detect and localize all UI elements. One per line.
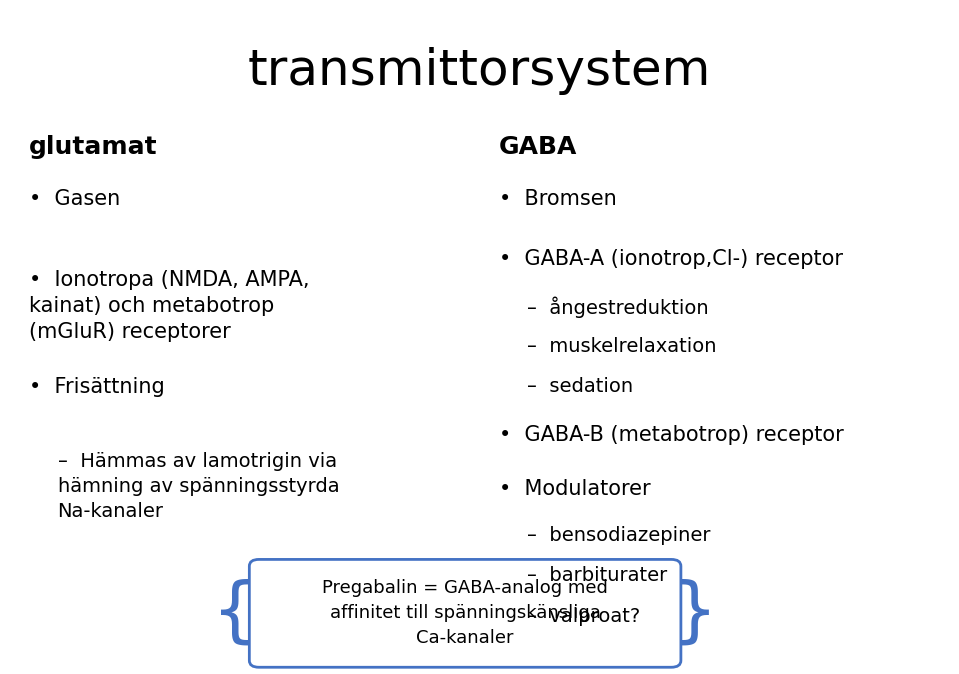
Text: •  GABA-A (ionotrop,Cl-) receptor: • GABA-A (ionotrop,Cl-) receptor	[499, 249, 843, 270]
Text: •  Ionotropa (NMDA, AMPA,
kainat) och metabotrop
(mGluR) receptorer: • Ionotropa (NMDA, AMPA, kainat) och met…	[29, 270, 309, 342]
Text: Pregabalin = GABA-analog med
affinitet till spänningskänsliga
Ca-kanaler: Pregabalin = GABA-analog med affinitet t…	[322, 580, 608, 647]
Text: •  Gasen: • Gasen	[29, 189, 120, 209]
Text: –  Hämmas av lamotrigin via
hämning av spänningsstyrda
Na-kanaler: – Hämmas av lamotrigin via hämning av sp…	[58, 452, 339, 520]
Text: –  sedation: – sedation	[527, 377, 634, 396]
Text: •  Modulatorer: • Modulatorer	[499, 479, 650, 499]
Text: •  Bromsen: • Bromsen	[499, 189, 617, 209]
Text: •  Frisättning: • Frisättning	[29, 377, 165, 398]
Text: transmittorsystem: transmittorsystem	[247, 47, 712, 95]
Text: glutamat: glutamat	[29, 135, 157, 159]
Text: •  GABA-B (metabotrop) receptor: • GABA-B (metabotrop) receptor	[499, 425, 843, 445]
Text: {: {	[212, 579, 258, 648]
Text: GABA: GABA	[499, 135, 577, 159]
Text: –  barbiturater: – barbiturater	[527, 566, 667, 585]
Text: –  valproat?: – valproat?	[527, 607, 641, 625]
Text: –  bensodiazepiner: – bensodiazepiner	[527, 526, 711, 545]
Text: –  ångestreduktion: – ångestreduktion	[527, 297, 709, 318]
Text: }: }	[672, 579, 718, 648]
Text: –  muskelrelaxation: – muskelrelaxation	[527, 337, 717, 356]
